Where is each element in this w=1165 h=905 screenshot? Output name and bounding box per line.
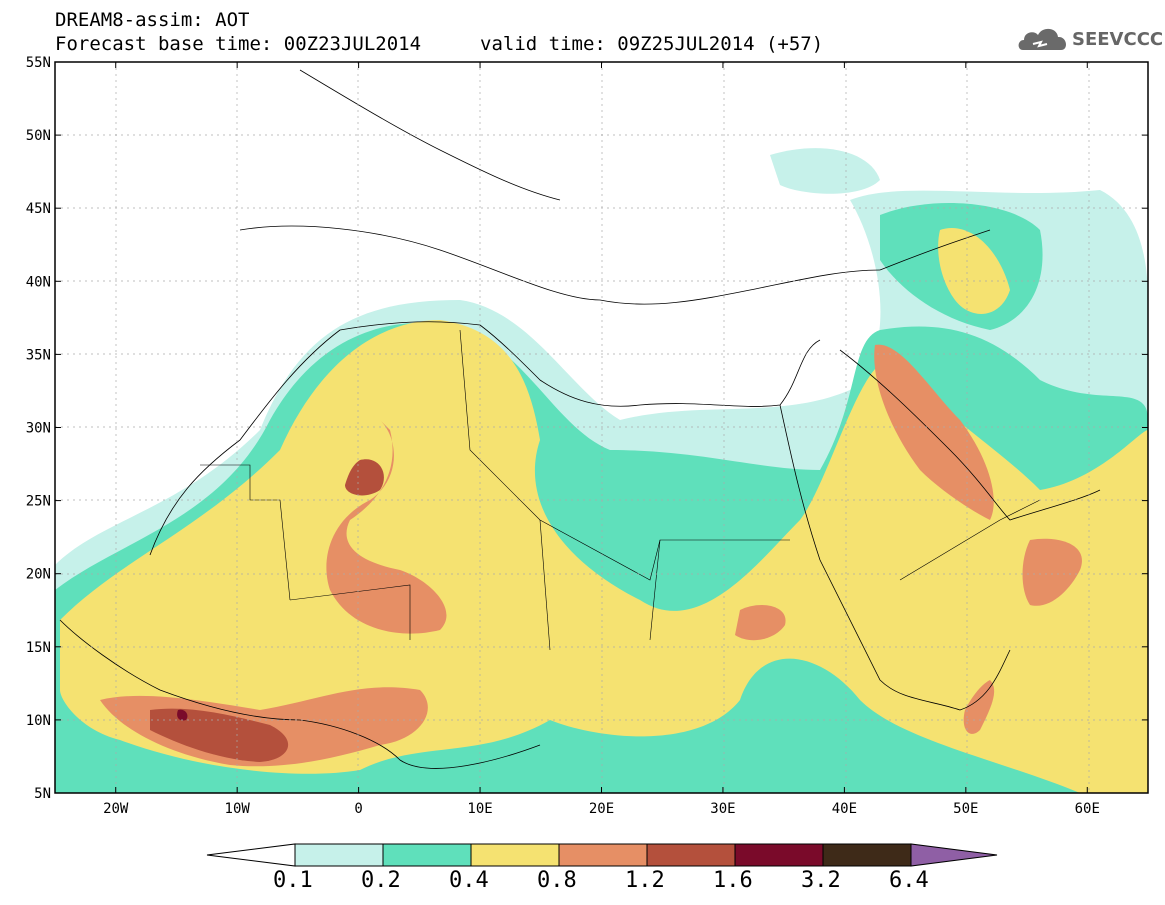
aot-band-1.2-westafrica	[150, 708, 289, 762]
colorbar	[206, 843, 998, 867]
aot-band-0.8-gulf	[874, 344, 994, 520]
forecast-base-time: Forecast base time: 00Z23JUL2014	[55, 33, 422, 55]
lat-label: 55N	[26, 55, 51, 71]
coastlines	[59, 69, 1101, 769]
aot-band-0.8-sahara	[326, 420, 447, 634]
colorbar-label: 3.2	[801, 868, 841, 893]
colorbar-over-arrow	[910, 843, 998, 867]
lon-label: 40E	[832, 801, 857, 817]
colorbar-label: 6.4	[889, 868, 929, 893]
lon-label: 30E	[710, 801, 735, 817]
lon-label: 20W	[103, 801, 129, 817]
lon-label: 60E	[1075, 801, 1100, 817]
aot-band-0.8-sudan	[735, 605, 786, 641]
lat-label: 10N	[26, 713, 51, 729]
colorbar-under-arrow	[206, 843, 296, 867]
country-borders	[200, 329, 1041, 651]
colorbar-swatch	[294, 843, 384, 867]
colorbar-swatch	[734, 843, 824, 867]
gridlines	[55, 62, 1148, 793]
lat-label: 5N	[34, 786, 51, 802]
seevccc-logo: SEEVCCC	[1015, 22, 1163, 56]
lon-label: 10W	[225, 801, 251, 817]
aot-band-0.1-north	[770, 148, 880, 194]
colorbar-label: 0.4	[449, 868, 489, 893]
lon-label: 0	[354, 801, 362, 817]
lat-label: 25N	[26, 494, 51, 510]
longitude-labels: 20W 10W 0 10E 20E 30E 40E 50E 60E	[103, 801, 1100, 817]
lat-label: 35N	[26, 347, 51, 363]
lat-label: 20N	[26, 567, 51, 583]
aot-field	[55, 62, 1148, 793]
aot-band-1.2-sahara	[345, 459, 384, 496]
colorbar-swatch	[470, 843, 560, 867]
valid-time: valid time: 09Z25JUL2014 (+57)	[480, 33, 824, 55]
aot-band-0.8-horn	[963, 680, 995, 734]
cloud-icon	[1018, 28, 1067, 50]
lat-label: 50N	[26, 128, 51, 144]
aot-band-0.8-oman	[1022, 538, 1082, 606]
lat-label: 40N	[26, 274, 51, 290]
lat-label: 45N	[26, 201, 51, 217]
colorbar-swatch	[558, 843, 648, 867]
chart-title: DREAM8-assim: AOT	[55, 9, 250, 31]
colorbar-label: 0.1	[273, 868, 313, 893]
aot-band-0.4-caspian	[938, 228, 1010, 314]
colorbar-label: 0.8	[537, 868, 577, 893]
lon-label: 10E	[467, 801, 492, 817]
lat-label: 15N	[26, 640, 51, 656]
lat-label: 30N	[26, 421, 51, 437]
lon-label: 50E	[953, 801, 978, 817]
aot-band-1.6-core	[177, 709, 188, 721]
colorbar-swatch	[382, 843, 472, 867]
axis-ticks	[55, 61, 1148, 794]
lon-label: 20E	[589, 801, 614, 817]
colorbar-swatch	[822, 843, 912, 867]
logo-text: SEEVCCC	[1072, 29, 1164, 50]
colorbar-label: 1.6	[713, 868, 753, 893]
colorbar-swatch	[646, 843, 736, 867]
latitude-labels: 55N 50N 45N 40N 35N 30N 25N 20N 15N 10N 5N	[26, 55, 51, 802]
aot-band-0.4	[60, 320, 1148, 793]
colorbar-label: 0.2	[361, 868, 401, 893]
colorbar-label: 1.2	[625, 868, 665, 893]
